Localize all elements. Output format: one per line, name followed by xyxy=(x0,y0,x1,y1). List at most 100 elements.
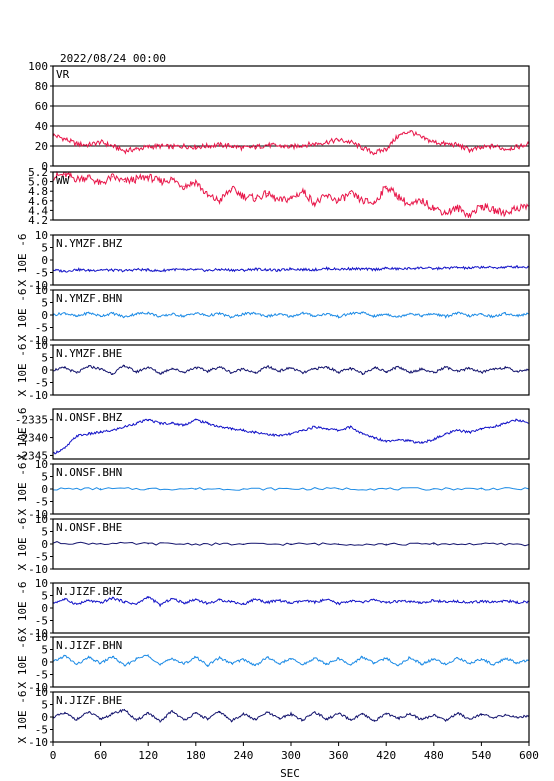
data-point xyxy=(183,663,185,665)
data-point xyxy=(219,144,221,146)
data-point xyxy=(266,656,268,658)
data-point xyxy=(76,315,78,318)
data-point xyxy=(195,712,197,714)
y-tick-label: 60 xyxy=(35,100,48,113)
data-point xyxy=(302,372,304,374)
data-point xyxy=(111,429,114,432)
data-point xyxy=(480,488,482,490)
data-point xyxy=(135,313,137,315)
data-point xyxy=(480,658,482,660)
data-point xyxy=(195,419,197,421)
data-point xyxy=(100,488,102,490)
data-point xyxy=(421,442,423,444)
y-tick-label: 5 xyxy=(41,699,48,712)
data-point xyxy=(445,315,447,318)
data-point xyxy=(445,719,447,722)
data-point xyxy=(302,429,304,432)
data-point xyxy=(290,713,292,715)
data-point xyxy=(385,657,387,659)
series-line xyxy=(52,364,530,376)
data-point xyxy=(242,195,244,197)
data-point xyxy=(349,268,352,270)
data-point xyxy=(135,178,137,180)
y-tick-label: -2345 xyxy=(15,449,48,462)
data-point xyxy=(433,372,435,374)
data-point xyxy=(468,431,471,433)
data-point xyxy=(373,720,375,722)
panel-title: N.JIZF.BHN xyxy=(56,639,122,652)
data-point xyxy=(159,372,161,375)
data-point xyxy=(302,600,304,602)
data-point xyxy=(338,488,340,490)
data-point xyxy=(314,202,316,204)
data-point xyxy=(290,268,292,270)
data-point xyxy=(457,266,459,269)
data-point xyxy=(230,316,233,318)
y-tick-label: -2340 xyxy=(15,432,48,445)
data-point xyxy=(504,657,506,659)
data-point xyxy=(123,270,125,272)
data-point xyxy=(445,663,447,666)
data-point xyxy=(445,433,447,435)
data-point xyxy=(457,429,459,432)
data-point xyxy=(468,662,471,665)
data-point xyxy=(385,267,387,269)
y-axis-label: X 10E -6 xyxy=(16,234,29,287)
data-point xyxy=(183,269,185,271)
data-point xyxy=(278,200,280,202)
data-point xyxy=(76,718,78,721)
data-point xyxy=(242,488,244,490)
panel-title: N.ONSF.BHN xyxy=(56,466,122,479)
data-point xyxy=(361,268,363,270)
data-point xyxy=(183,602,185,604)
data-point xyxy=(433,438,435,440)
series-line xyxy=(52,130,530,156)
data-point xyxy=(468,602,471,604)
panel-frame xyxy=(52,234,530,286)
panel-frame xyxy=(52,518,530,570)
data-point xyxy=(433,488,435,490)
y-tick-label: 10 xyxy=(35,513,48,526)
data-point xyxy=(421,137,423,139)
data-point xyxy=(373,662,375,664)
data-point xyxy=(516,662,518,664)
data-point xyxy=(314,143,316,145)
data-point xyxy=(242,713,244,715)
data-point xyxy=(385,543,387,545)
y-tick-label: 4.4 xyxy=(28,204,48,217)
data-point xyxy=(302,268,304,271)
data-point xyxy=(76,372,78,374)
data-point xyxy=(64,598,66,600)
data-point xyxy=(433,313,435,315)
y-tick-label: 0 xyxy=(41,711,48,724)
data-point xyxy=(516,419,518,421)
data-point xyxy=(254,598,256,600)
y-tick-label: 5.0 xyxy=(28,176,48,189)
data-point xyxy=(159,270,161,272)
data-point xyxy=(230,188,233,190)
x-tick-label: 420 xyxy=(376,749,396,762)
data-point xyxy=(64,138,66,140)
data-point xyxy=(480,713,482,715)
y-axis-label: X 10E -6 xyxy=(16,518,29,571)
data-point xyxy=(397,664,399,666)
data-point xyxy=(195,366,197,368)
panel-vr: 0 20 40 60 80 100 VR xyxy=(28,60,530,173)
data-point xyxy=(338,603,340,605)
data-point xyxy=(254,312,256,314)
data-point xyxy=(230,145,233,147)
data-point xyxy=(409,267,411,270)
data-point xyxy=(64,655,66,657)
data-point xyxy=(88,365,90,367)
data-point xyxy=(159,721,161,723)
data-point xyxy=(123,708,125,711)
data-point xyxy=(504,714,506,716)
data-point xyxy=(349,664,352,666)
data-point xyxy=(242,147,244,149)
y-tick-label: 5 xyxy=(41,644,48,657)
data-point xyxy=(76,435,78,437)
data-point xyxy=(230,269,233,271)
y-tick-label: -10 xyxy=(28,508,48,521)
